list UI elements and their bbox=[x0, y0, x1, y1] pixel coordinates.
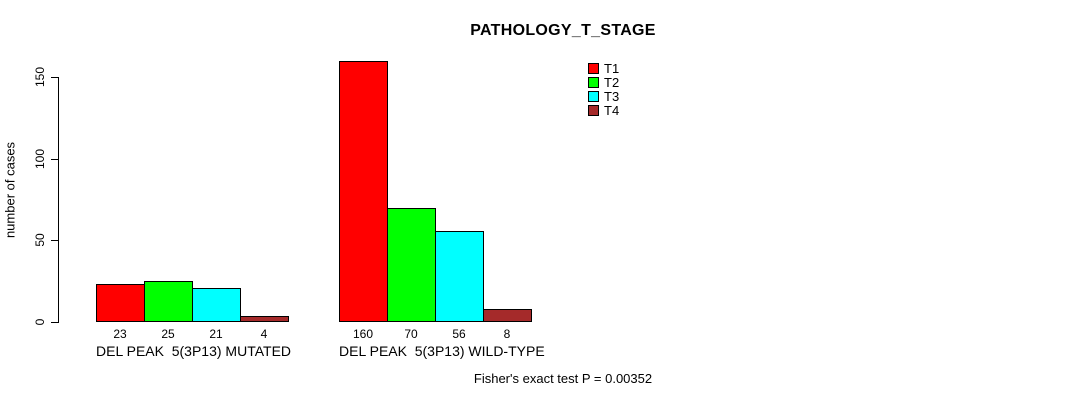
y-tick-100 bbox=[51, 158, 59, 160]
bar-group-mutated bbox=[96, 281, 289, 322]
y-tick-label-150: 150 bbox=[33, 66, 47, 88]
chart-title: PATHOLOGY_T_STAGE bbox=[470, 22, 656, 39]
y-tick-50 bbox=[51, 240, 59, 242]
legend-item-t4: T4 bbox=[588, 103, 620, 118]
y-tick-0 bbox=[51, 321, 59, 323]
legend-label-t4: T4 bbox=[604, 103, 620, 118]
bar-value-label: 8 bbox=[503, 327, 511, 341]
bar-value-label: 160 bbox=[352, 327, 374, 341]
y-axis-label: number of cases bbox=[2, 141, 18, 239]
bar-wildtype-t2 bbox=[387, 207, 436, 322]
legend-swatch-t3 bbox=[588, 91, 599, 102]
legend-label-t1: T1 bbox=[604, 61, 620, 76]
legend-swatch-t2 bbox=[588, 77, 599, 88]
legend-swatch-t1 bbox=[588, 63, 599, 74]
bar-value-label: 70 bbox=[404, 327, 418, 341]
bar-mutated-t3 bbox=[192, 287, 241, 322]
bar-value-label: 4 bbox=[260, 327, 268, 341]
legend-swatch-t4 bbox=[588, 105, 599, 116]
fisher-test-annotation: Fisher's exact test P = 0.00352 bbox=[473, 371, 653, 386]
bar-wildtype-t4 bbox=[483, 308, 532, 322]
group-label-mutated: DEL PEAK 5(3P13) MUTATED bbox=[96, 343, 292, 359]
bar-value-label: 56 bbox=[452, 327, 466, 341]
bar-wildtype-t1 bbox=[339, 60, 388, 322]
legend-item-t3: T3 bbox=[588, 89, 620, 104]
y-tick-label-50: 50 bbox=[33, 233, 47, 247]
bar-value-label: 25 bbox=[161, 327, 175, 341]
legend: T1 T2 T3 T4 bbox=[588, 61, 620, 119]
y-axis-line bbox=[58, 77, 59, 322]
y-tick-label-0: 0 bbox=[33, 318, 47, 326]
legend-label-t2: T2 bbox=[604, 75, 620, 90]
bar-value-label: 21 bbox=[209, 327, 223, 341]
bar-mutated-t4 bbox=[240, 315, 289, 322]
y-tick-150 bbox=[51, 77, 59, 78]
bar-wildtype-t3 bbox=[435, 230, 484, 322]
group-label-wildtype: DEL PEAK 5(3P13) WILD-TYPE bbox=[339, 343, 545, 359]
bar-mutated-t2 bbox=[144, 281, 193, 322]
bar-value-label: 23 bbox=[113, 327, 127, 341]
bar-group-wildtype bbox=[339, 60, 532, 322]
bar-mutated-t1 bbox=[96, 284, 145, 322]
value-labels-wildtype: 160 70 56 8 bbox=[339, 327, 531, 341]
value-labels-mutated: 23 25 21 4 bbox=[96, 327, 288, 341]
legend-item-t2: T2 bbox=[588, 75, 620, 90]
legend-item-t1: T1 bbox=[588, 61, 620, 76]
legend-label-t3: T3 bbox=[604, 89, 620, 104]
y-tick-label-100: 100 bbox=[33, 148, 47, 169]
